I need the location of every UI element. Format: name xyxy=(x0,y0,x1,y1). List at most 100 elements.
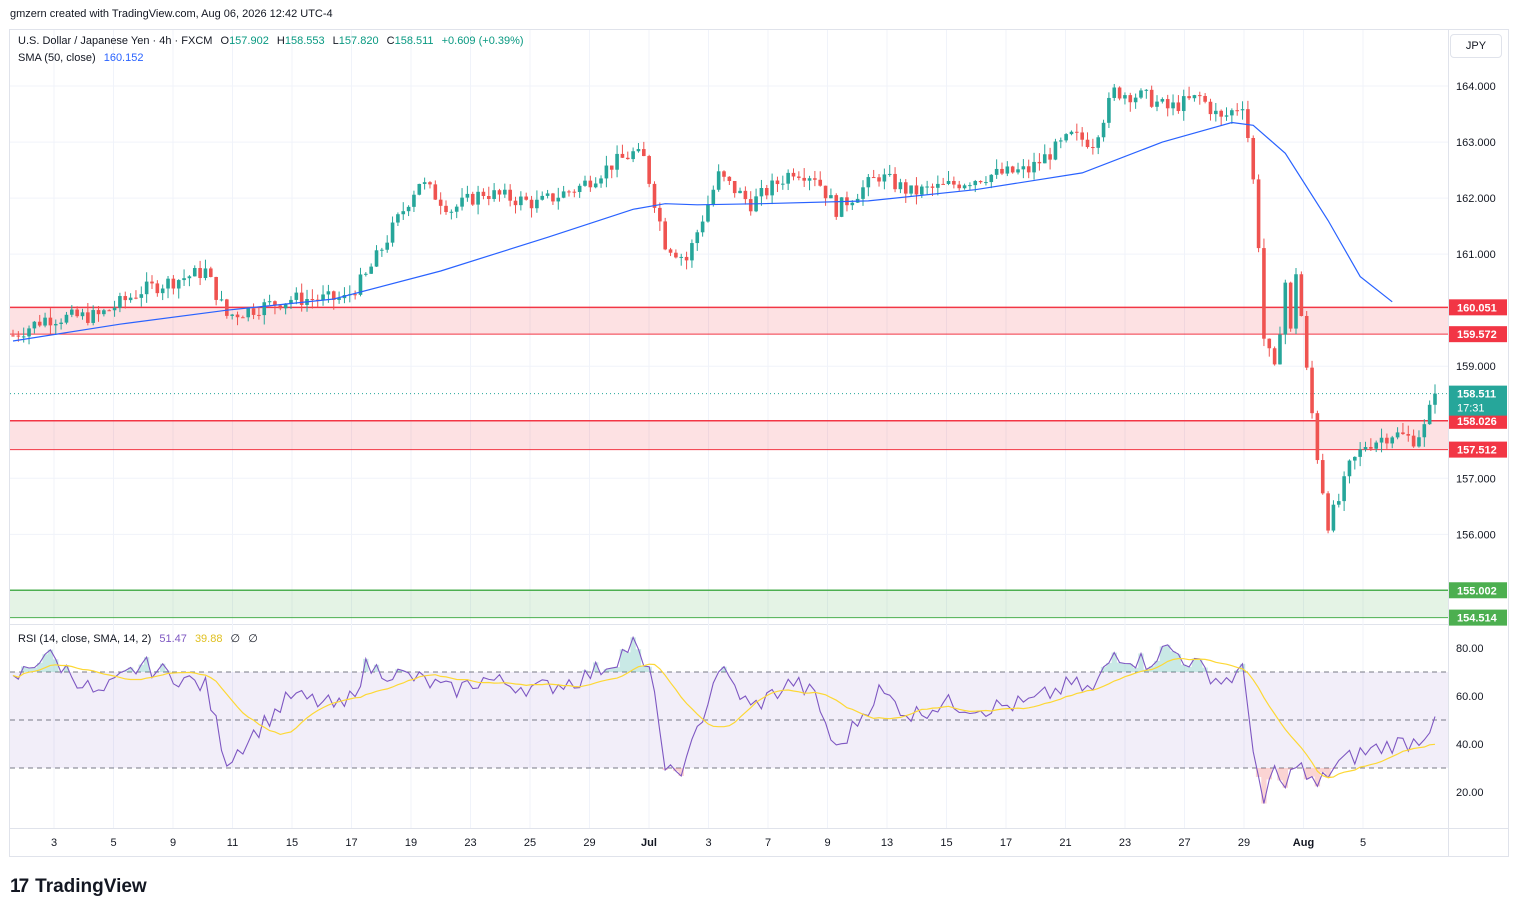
candle-body xyxy=(492,190,496,199)
open-value: O157.902 xyxy=(221,35,269,47)
low-value: L157.820 xyxy=(333,35,379,47)
candle-body xyxy=(176,280,181,289)
candle-body xyxy=(1026,166,1031,173)
rsi-tick-label: 80.00 xyxy=(1456,643,1484,655)
last-price-tag xyxy=(1449,385,1507,416)
candle-body xyxy=(251,308,256,315)
zone-support-fill xyxy=(10,590,1448,618)
candle-body xyxy=(914,185,919,195)
rsi-pane xyxy=(10,635,1448,804)
candle-body xyxy=(781,183,785,185)
candle-body xyxy=(1256,179,1261,249)
candle-body xyxy=(134,297,138,299)
sma-line xyxy=(12,121,1393,342)
candle-body xyxy=(128,297,133,301)
candle-body xyxy=(37,321,42,326)
candle-body xyxy=(1262,248,1266,339)
candle-body xyxy=(1379,437,1384,443)
candle-body xyxy=(241,317,245,319)
candle-body xyxy=(1197,95,1202,97)
zone-price-label: 157.512 xyxy=(1457,445,1497,457)
candle-body xyxy=(460,197,464,207)
time-axis-label: Aug xyxy=(1293,837,1314,849)
rsi-label[interactable]: RSI (14, close, SMA, 14, 2) xyxy=(18,633,152,645)
candle-body xyxy=(919,186,924,195)
last-price-label: 158.511 xyxy=(1457,389,1496,401)
rsi-value: 51.47 xyxy=(159,633,187,645)
price-tick-label: 164.000 xyxy=(1456,81,1496,93)
rsi-oversold-fill xyxy=(662,768,1337,804)
time-axis-label: 17 xyxy=(1000,837,1012,849)
candle-body xyxy=(1214,110,1218,115)
candle-body xyxy=(706,204,710,222)
candle-body xyxy=(1342,476,1346,502)
candle-body xyxy=(1411,435,1416,447)
candle-body xyxy=(48,317,53,326)
candle-body xyxy=(898,182,903,190)
candle-body xyxy=(631,151,635,160)
symbol-legend[interactable]: U.S. Dollar / Japanese Yen · 4h · FXCM O… xyxy=(18,35,529,47)
candle-body xyxy=(262,302,267,316)
time-axis-label: 3 xyxy=(51,837,57,849)
candle-body xyxy=(476,191,480,205)
candle-body xyxy=(182,278,186,281)
candle-body xyxy=(663,221,667,250)
low-label: L xyxy=(332,35,339,47)
chart-frame[interactable]: 164.000 163.000 162.000 161.000 159.000 157.0… xyxy=(9,29,1509,857)
candle-body xyxy=(155,283,160,294)
time-axis-label: 29 xyxy=(1238,837,1250,849)
candle-body xyxy=(454,206,459,212)
candle-body xyxy=(235,314,240,318)
candle-body xyxy=(668,249,673,253)
open-number: 157.902 xyxy=(229,35,269,47)
high-value: H158.553 xyxy=(277,35,325,47)
candle-body xyxy=(989,174,994,183)
candle-body xyxy=(642,149,646,157)
candle-body xyxy=(567,191,571,193)
candle-body xyxy=(887,173,892,175)
candle-body xyxy=(1165,99,1170,109)
candle-body xyxy=(380,249,384,251)
candle-body xyxy=(1310,367,1314,414)
candle-body xyxy=(556,197,561,202)
chart-canvas[interactable]: 164.000 163.000 162.000 161.000 159.000 157.0… xyxy=(10,30,1508,856)
candle-body xyxy=(246,308,251,318)
candle-body xyxy=(1251,137,1256,180)
candle-body xyxy=(1336,501,1341,505)
sma-legend[interactable]: SMA (50, close) 160.152 xyxy=(18,52,148,64)
candle-body xyxy=(1240,109,1245,111)
rsi-null-1: ∅ xyxy=(230,633,241,645)
candle-body xyxy=(620,153,625,158)
candle-body xyxy=(1272,348,1277,365)
tradingview-logo[interactable]: 17 TradingView xyxy=(10,876,147,898)
rsi-ma-value: 39.88 xyxy=(194,633,223,645)
candle-body xyxy=(257,314,261,316)
candle-body xyxy=(770,180,774,196)
candle-body xyxy=(893,173,897,190)
candle-body xyxy=(53,323,58,326)
sma-label[interactable]: SMA (50, close) xyxy=(18,52,96,64)
candle-body xyxy=(1096,137,1101,148)
candle-body xyxy=(198,268,202,279)
candle-body xyxy=(102,310,106,315)
candle-body xyxy=(412,194,416,207)
candle-body xyxy=(813,178,817,180)
candle-body xyxy=(903,182,908,194)
candle-body xyxy=(1091,147,1095,149)
symbol-name[interactable]: U.S. Dollar / Japanese Yen · 4h · FXCM xyxy=(18,35,213,47)
candle-body xyxy=(1112,87,1117,98)
time-axis-label: Jul xyxy=(641,837,657,849)
time-axis-label: 15 xyxy=(286,837,298,849)
candle-body xyxy=(1288,282,1293,329)
rsi-legend[interactable]: RSI (14, close, SMA, 14, 2) 51.47 39.88 … xyxy=(18,632,263,645)
candle-body xyxy=(599,178,603,184)
candle-body xyxy=(797,176,801,178)
candle-body xyxy=(406,206,411,212)
candle-body xyxy=(470,193,475,205)
candle-body xyxy=(1053,141,1058,160)
candle-body xyxy=(1155,101,1159,107)
currency-button[interactable]: JPY xyxy=(1450,34,1502,58)
candle-body xyxy=(551,193,555,202)
candle-body xyxy=(150,281,154,284)
zone-price-label: 154.514 xyxy=(1457,613,1498,625)
